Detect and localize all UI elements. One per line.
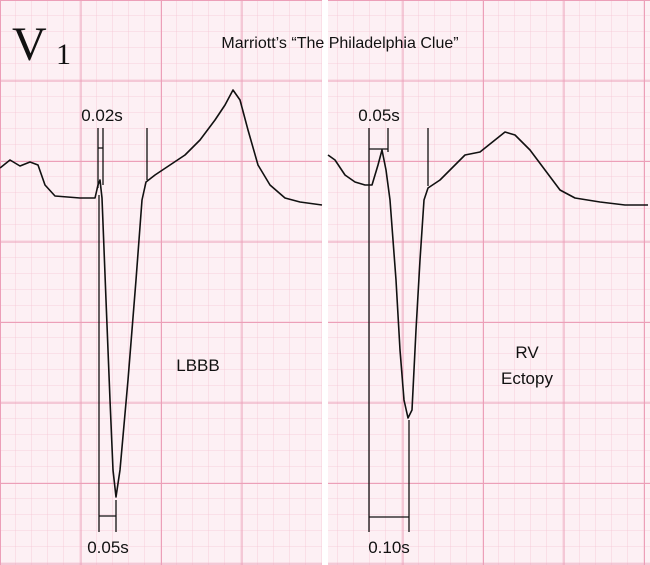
panel-label: LBBB: [176, 356, 219, 375]
ecg-trace: [0, 89, 323, 498]
measure-label: 0.10s: [368, 538, 410, 557]
measure-label: 0.05s: [87, 538, 129, 557]
panel-label: Ectopy: [501, 369, 553, 388]
caliper: [368, 128, 429, 532]
lead-letter: V: [12, 18, 47, 71]
title: Marriott’s “The Philadelphia Clue”: [221, 35, 458, 52]
ecg-trace: [327, 131, 648, 419]
panel-divider: [322, 0, 328, 565]
measure-label: 0.05s: [358, 106, 400, 125]
measure-label: 0.02s: [81, 106, 123, 125]
lead-subscript: 1: [56, 38, 71, 71]
panel-label: RV: [515, 343, 539, 362]
caliper: [97, 128, 148, 532]
